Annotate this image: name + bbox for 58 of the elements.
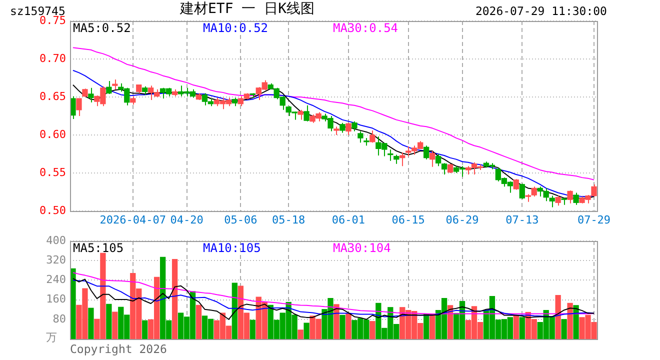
y-tick-label: 320 bbox=[46, 253, 66, 266]
bar bbox=[142, 320, 148, 339]
candlestick bbox=[340, 122, 346, 134]
y-tick-label: 80 bbox=[52, 312, 66, 326]
bar bbox=[513, 314, 519, 339]
text: MA10:0.52 bbox=[203, 21, 268, 36]
bar bbox=[340, 314, 346, 339]
y-tick-label: 0.50 bbox=[40, 204, 66, 217]
bar bbox=[112, 312, 118, 339]
candlestick bbox=[304, 104, 310, 122]
bar bbox=[88, 308, 94, 339]
bar bbox=[196, 304, 202, 339]
bar bbox=[232, 282, 238, 339]
bar bbox=[429, 314, 436, 339]
y-tick-label: 400 bbox=[46, 234, 66, 247]
y-tick-label: 0.55 bbox=[40, 166, 66, 179]
x-tick-label: 06-15 bbox=[392, 213, 425, 226]
x-tick-label: 05-18 bbox=[272, 213, 306, 226]
bar bbox=[519, 317, 525, 339]
bar bbox=[561, 319, 567, 339]
bar bbox=[573, 305, 579, 339]
chart-title: 建材ETF 一 日K线图 bbox=[180, 1, 315, 17]
bar bbox=[298, 330, 304, 339]
x-tick-label: 07-29 bbox=[577, 213, 611, 226]
y-tick-label: 0.60 bbox=[40, 128, 66, 141]
bar bbox=[370, 321, 376, 339]
bar bbox=[106, 304, 112, 339]
y-tick-label: 0.70 bbox=[40, 52, 66, 65]
bar bbox=[423, 314, 430, 339]
x-tick-label: 06-01 bbox=[332, 213, 366, 226]
text: MA5:0.52 bbox=[73, 21, 131, 36]
bar bbox=[172, 259, 178, 339]
bar bbox=[250, 320, 256, 339]
text: MA30:0.54 bbox=[333, 21, 398, 36]
candlestick bbox=[76, 98, 82, 116]
series-label: MA5:105 bbox=[73, 241, 124, 256]
bar bbox=[555, 295, 561, 339]
text: 2026-07-29 11:30:00 bbox=[475, 4, 607, 18]
candlestick bbox=[298, 109, 304, 120]
y-tick-label: 160 bbox=[46, 292, 66, 306]
y-tick-label: 240 bbox=[46, 273, 66, 286]
text: Copyright 2026 bbox=[70, 342, 167, 356]
bar bbox=[304, 322, 310, 339]
bar bbox=[567, 302, 573, 339]
x-tick-label: 2026-04-07 bbox=[100, 213, 166, 226]
bar bbox=[334, 304, 340, 339]
y-axis-title: 万 bbox=[46, 331, 57, 345]
bar bbox=[346, 312, 352, 339]
x-tick-label: 07-13 bbox=[506, 213, 539, 226]
text: MA10:105 bbox=[203, 241, 261, 256]
text: MA30:104 bbox=[333, 241, 391, 256]
candlestick bbox=[573, 192, 579, 206]
candlestick bbox=[334, 126, 340, 136]
x-tick-label: 04-20 bbox=[170, 213, 204, 226]
candlestick bbox=[358, 130, 364, 144]
x-tick-label: 05-06 bbox=[224, 213, 258, 226]
y-tick-label: 0.65 bbox=[40, 90, 66, 103]
x-tick-label: 06-29 bbox=[446, 213, 479, 226]
